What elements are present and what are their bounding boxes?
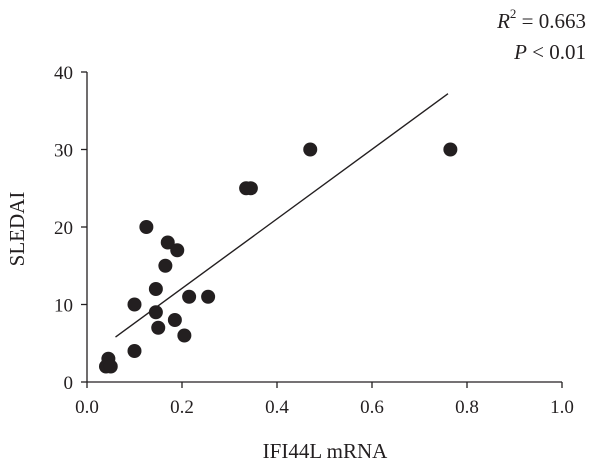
data-point — [158, 258, 173, 273]
y-tick-label: 20 — [54, 218, 73, 239]
data-point — [127, 344, 142, 358]
axes — [86, 72, 562, 383]
data-point — [139, 220, 154, 234]
r-squared-exponent: 2 — [509, 6, 517, 21]
y-axis-label: SLEDAI — [5, 192, 29, 267]
x-tick-label: 1.0 — [550, 397, 574, 418]
data-point — [103, 359, 118, 374]
data-point — [160, 235, 175, 250]
data-point — [243, 181, 258, 196]
data-point — [148, 282, 163, 296]
data-point — [443, 142, 458, 157]
r-squared-value: = 0.663 — [516, 9, 586, 33]
regression-line — [115, 93, 449, 338]
x-tick-label: 0.0 — [75, 397, 99, 418]
p-value: < 0.01 — [526, 40, 586, 64]
data-point — [148, 305, 163, 320]
data-point — [303, 142, 318, 157]
r-squared-annotation: R2 = 0.663 — [497, 6, 586, 34]
data-point — [151, 320, 166, 335]
data-point — [167, 313, 182, 327]
r-squared-symbol: R — [497, 9, 510, 33]
x-tick-label: 0.2 — [170, 397, 194, 418]
x-axis-label: IFI44L mRNA — [263, 439, 388, 463]
data-point — [201, 289, 216, 304]
data-point — [177, 328, 192, 343]
data-points — [99, 142, 458, 374]
x-tick-label: 0.6 — [360, 397, 384, 418]
x-tick-label: 0.4 — [265, 397, 289, 418]
data-point — [127, 297, 142, 312]
data-point — [182, 289, 197, 304]
x-tick-label: 0.8 — [455, 397, 479, 418]
y-tick-label: 40 — [54, 63, 73, 84]
ticks: 0.0 0.2 0.4 0.6 0.8 1.0 0 10 20 30 40 — [54, 63, 574, 418]
regression-line-group — [115, 93, 449, 338]
p-symbol: P — [514, 40, 527, 64]
data-point — [170, 243, 185, 258]
y-tick-label: 0 — [64, 373, 74, 394]
y-tick-label: 10 — [54, 296, 73, 317]
p-value-annotation: P < 0.01 — [514, 40, 586, 65]
y-tick-label: 30 — [54, 141, 73, 162]
